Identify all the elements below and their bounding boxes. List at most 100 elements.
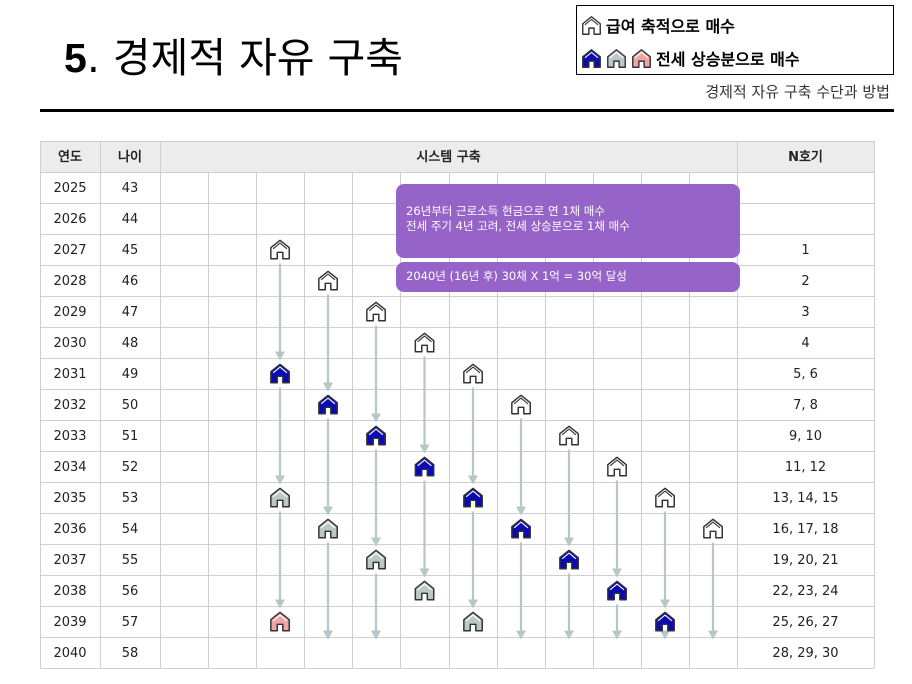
cell-year-2026: 2026 xyxy=(53,212,86,227)
house-outline-icon xyxy=(607,456,627,477)
callout-plan-line2: 전세 주기 4년 고려, 전세 상승분으로 1채 매수 xyxy=(406,219,630,233)
house-outline-icon xyxy=(582,15,601,35)
cell-year-2036: 2036 xyxy=(53,522,86,537)
page-title: 5. 경제적 자유 구축 xyxy=(64,32,403,84)
cell-age-2027: 45 xyxy=(122,243,139,258)
cell-year-2032: 2032 xyxy=(53,398,86,413)
arrowhead-1 xyxy=(275,475,285,485)
legend-row-deposit: 전세 상승분으로 매수 xyxy=(581,46,800,70)
title-number: 5 xyxy=(64,35,87,81)
arrowhead-16 xyxy=(564,630,574,640)
cell-year-2030: 2030 xyxy=(53,336,86,351)
cell-year-2025: 2025 xyxy=(53,181,86,196)
house-blue-icon xyxy=(559,549,579,570)
cell-n-2037: 19, 20, 21 xyxy=(772,553,838,568)
cell-year-2033: 2033 xyxy=(53,429,86,444)
header-age: 나이 xyxy=(118,149,142,165)
arrowhead-0 xyxy=(275,351,285,361)
house-outline-icon xyxy=(270,239,290,260)
title-underline xyxy=(40,109,894,112)
house-blue-icon xyxy=(318,394,338,415)
house-outline-icon xyxy=(318,270,338,291)
house-blue-icon xyxy=(270,363,290,384)
cell-year-2029: 2029 xyxy=(53,305,86,320)
cell-n-2040: 28, 29, 30 xyxy=(772,646,838,661)
arrowhead-10 xyxy=(419,568,430,578)
arrowhead-4 xyxy=(323,506,333,516)
house-gray-icon xyxy=(463,611,483,632)
cell-year-2031: 2031 xyxy=(53,367,86,382)
cell-year-2037: 2037 xyxy=(53,553,86,568)
house-gray-icon xyxy=(366,549,386,570)
arrowhead-20 xyxy=(660,630,670,640)
house-blue-icon xyxy=(366,425,386,446)
arrowhead-13 xyxy=(516,506,526,516)
arrowhead-9 xyxy=(419,444,430,454)
house-pink-icon xyxy=(270,611,290,632)
legend-box: 급여 축적으로 매수 전세 상승분으로 매수 xyxy=(576,5,894,75)
cell-age-2026: 44 xyxy=(122,212,139,227)
callout-plan-line1: 26년부터 근로소득 현금으로 연 1채 매수 xyxy=(406,204,605,218)
cell-year-2038: 2038 xyxy=(53,584,86,599)
arrowhead-17 xyxy=(612,568,622,578)
cell-n-2030: 4 xyxy=(801,336,809,351)
cell-n-2027: 1 xyxy=(801,243,809,258)
title-text: 경제적 자유 구축 xyxy=(99,34,403,82)
house-blue-icon xyxy=(582,48,601,68)
header-system: 시스템 구축 xyxy=(416,149,480,165)
cell-age-2040: 58 xyxy=(122,646,139,661)
arrowhead-5 xyxy=(323,630,333,640)
house-gray-icon xyxy=(607,48,626,68)
header-n: N호기 xyxy=(788,150,823,165)
house-outline-icon xyxy=(511,394,531,415)
cell-age-2031: 49 xyxy=(122,367,139,382)
cell-age-2034: 52 xyxy=(122,460,139,475)
cell-n-2035: 13, 14, 15 xyxy=(772,491,838,506)
callout-plan: 26년부터 근로소득 현금으로 연 1채 매수 전세 주기 4년 고려, 전세 … xyxy=(396,184,740,258)
legend-row-salary: 급여 축적으로 매수 xyxy=(581,13,735,37)
house-pink-icon xyxy=(632,48,651,68)
cell-age-2028: 46 xyxy=(122,274,139,289)
cell-age-2036: 54 xyxy=(122,522,139,537)
house-blue-icon xyxy=(607,580,627,601)
cell-n-2028: 2 xyxy=(801,274,809,289)
arrowhead-14 xyxy=(516,630,526,640)
arrowhead-2 xyxy=(275,599,285,609)
cell-year-2028: 2028 xyxy=(53,274,86,289)
house-outline-icon xyxy=(703,518,723,539)
arrowhead-8 xyxy=(371,630,381,640)
cell-year-2040: 2040 xyxy=(53,646,86,661)
arrowhead-6 xyxy=(371,413,381,423)
arrowhead-19 xyxy=(660,599,670,609)
callout-goal: 2040년 (16년 후) 30채 X 1억 = 30억 달성 xyxy=(396,262,740,292)
house-gray-icon xyxy=(318,518,338,539)
cell-year-2035: 2035 xyxy=(53,491,86,506)
cell-age-2037: 55 xyxy=(122,553,139,568)
title-dot: . xyxy=(86,34,100,82)
arrowhead-21 xyxy=(708,630,718,640)
cell-n-2031: 5, 6 xyxy=(793,367,818,382)
cell-year-2034: 2034 xyxy=(53,460,86,475)
arrowhead-7 xyxy=(371,537,381,547)
house-blue-icon xyxy=(511,518,531,539)
cell-age-2039: 57 xyxy=(122,615,139,630)
callout-goal-line: 2040년 (16년 후) 30채 X 1억 = 30억 달성 xyxy=(406,269,627,283)
house-blue-icon xyxy=(414,456,435,477)
house-outline-icon xyxy=(463,363,483,384)
cell-n-2032: 7, 8 xyxy=(793,398,818,413)
arrowhead-15 xyxy=(564,537,574,547)
header-year: 연도 xyxy=(58,150,82,165)
house-outline-icon xyxy=(655,487,675,508)
arrowhead-11 xyxy=(468,475,478,485)
cell-n-2038: 22, 23, 24 xyxy=(772,584,838,599)
cell-n-2029: 3 xyxy=(801,305,809,320)
house-outline-icon xyxy=(366,301,386,322)
legend-deposit-label: 전세 상승분으로 매수 xyxy=(656,50,800,69)
house-blue-icon xyxy=(655,611,675,632)
cell-n-2033: 9, 10 xyxy=(789,429,822,444)
cell-year-2039: 2039 xyxy=(53,615,86,630)
cell-n-2034: 11, 12 xyxy=(785,460,826,475)
house-gray-icon xyxy=(270,487,290,508)
cell-year-2027: 2027 xyxy=(53,243,86,258)
